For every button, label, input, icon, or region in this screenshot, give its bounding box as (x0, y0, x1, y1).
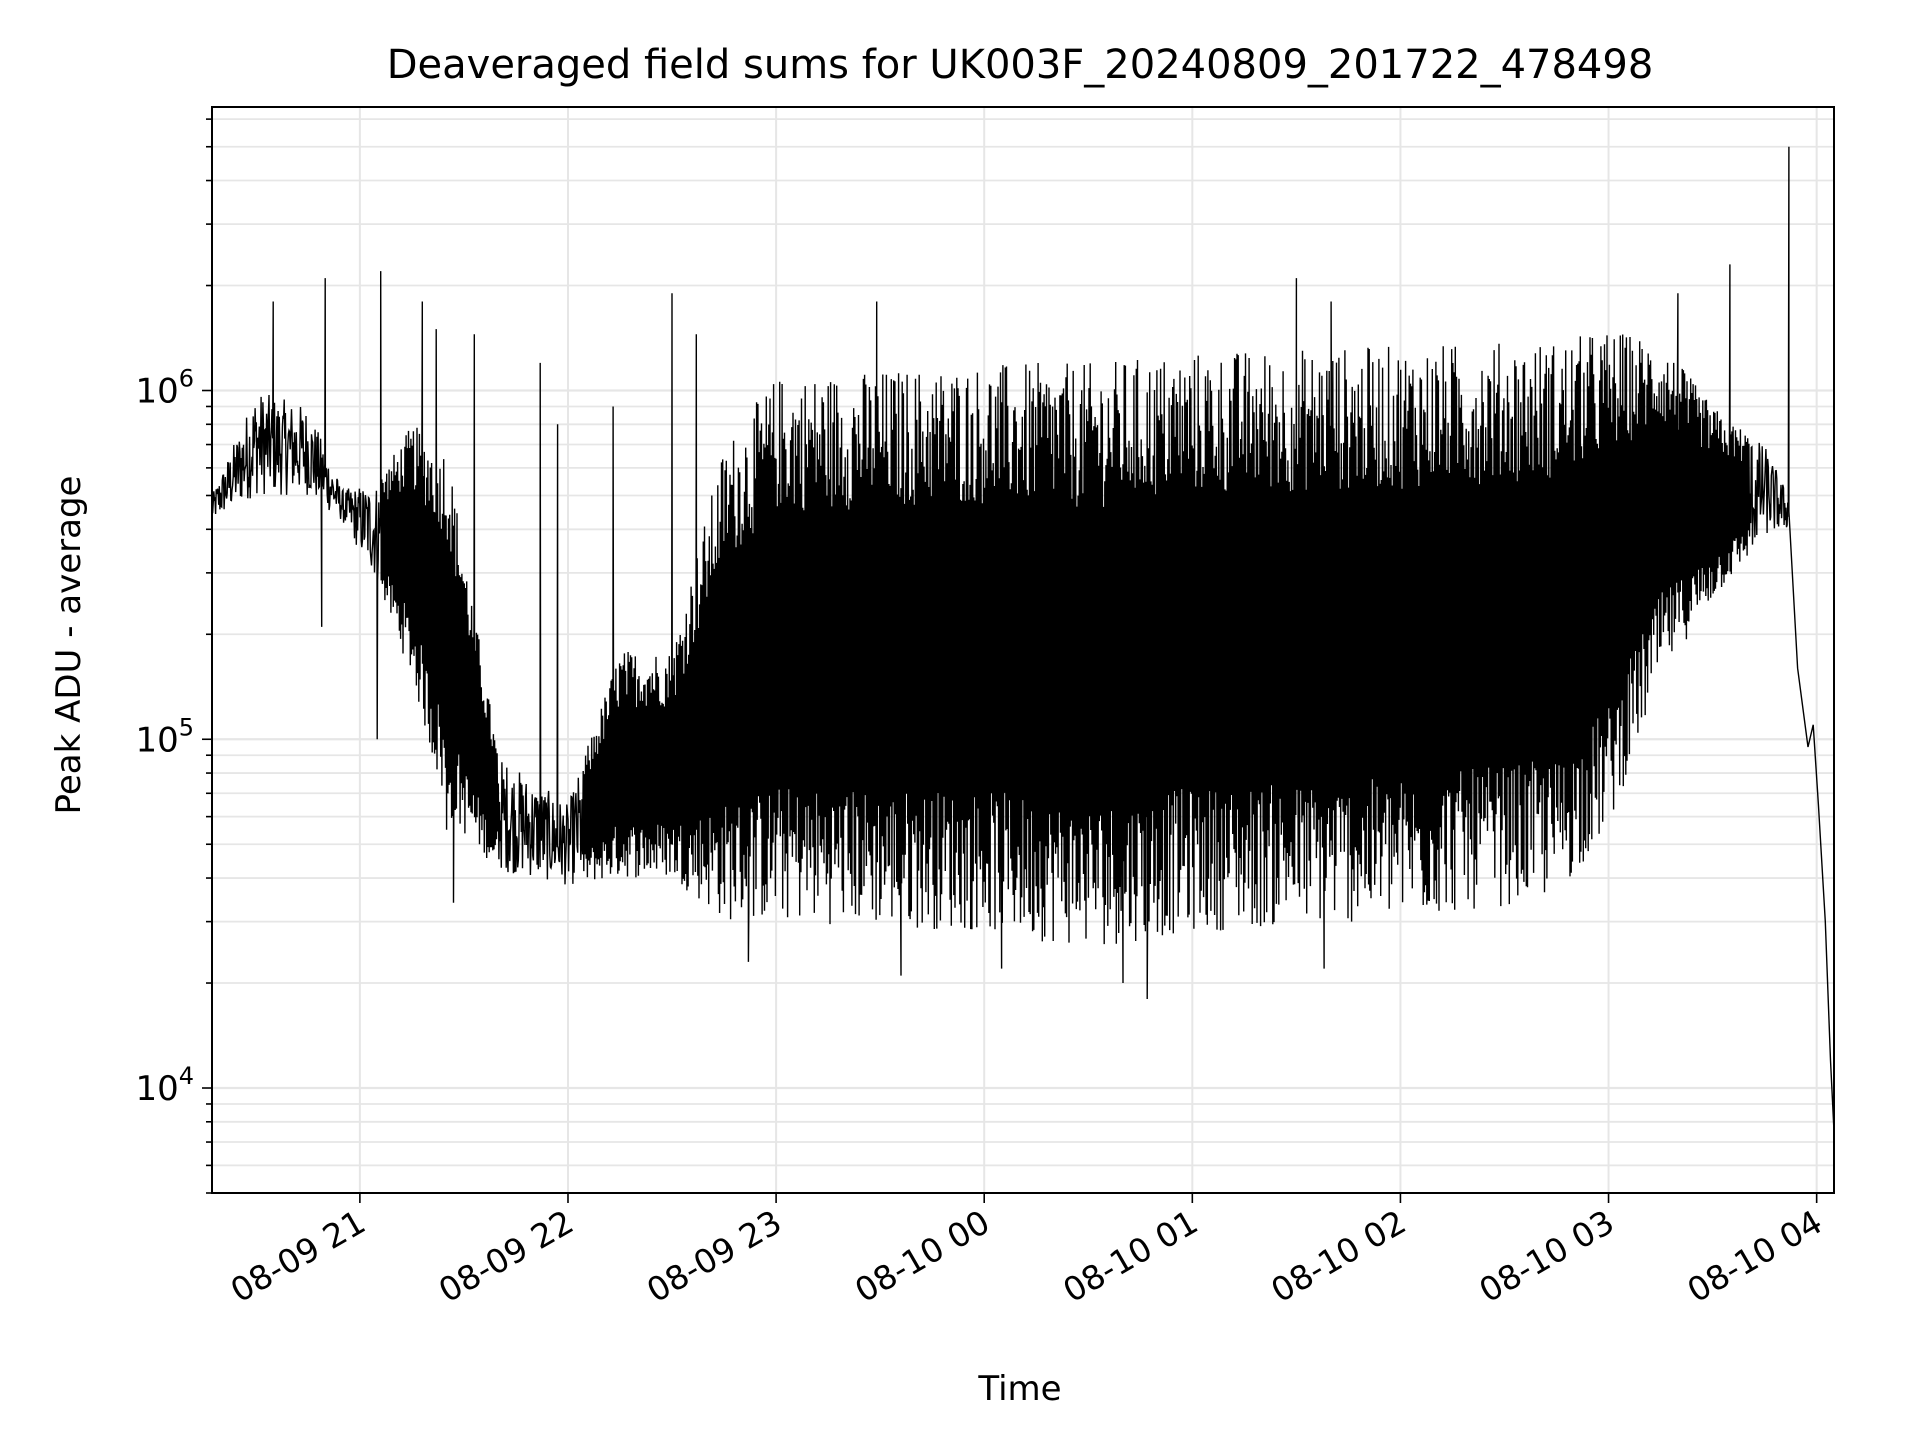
y-tick-label: 105 (135, 713, 194, 760)
y-axis-label: Peak ADU - average (49, 476, 89, 815)
chart-title: Deaveraged field sums for UK003F_2024080… (387, 42, 1654, 88)
series-line (212, 146, 1834, 1132)
plot-area (212, 146, 1834, 1132)
y-axis: 104 105 106 (135, 118, 212, 1194)
x-axis-label: Time (977, 1369, 1061, 1409)
y-tick-label: 106 (135, 365, 194, 412)
plot-frame (211, 106, 1835, 1194)
y-tick-label: 104 (135, 1062, 194, 1109)
